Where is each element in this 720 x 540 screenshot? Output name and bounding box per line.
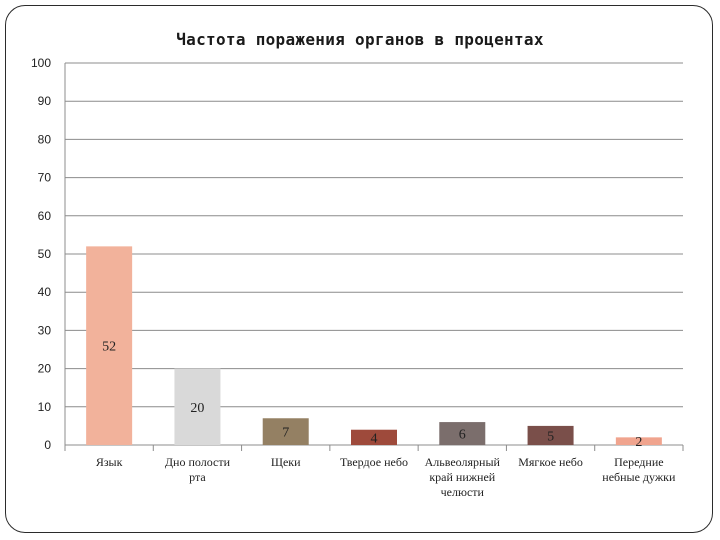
chart-title: Частота поражения органов в процентах [176, 30, 544, 49]
y-tick-label: 40 [38, 285, 52, 299]
bar [174, 368, 221, 445]
y-tick-label: 10 [38, 400, 52, 414]
y-tick-label: 90 [38, 94, 52, 108]
y-tick-label: 20 [38, 362, 52, 376]
y-tick-label: 30 [38, 323, 52, 337]
data-label: 7 [282, 426, 289, 441]
y-tick-label: 100 [31, 56, 51, 70]
category-label: Твердое небо [340, 455, 408, 469]
y-tick-label: 60 [38, 209, 52, 223]
data-label: 20 [190, 401, 204, 416]
data-label: 52 [102, 340, 116, 355]
bar [262, 418, 309, 445]
category-label: Мягкое небо [518, 455, 583, 469]
bar [527, 425, 574, 445]
category-label: Передние [614, 455, 663, 469]
bar [351, 429, 397, 445]
y-tick-label: 0 [44, 438, 51, 452]
bar [615, 437, 662, 445]
data-label: 2 [635, 435, 642, 450]
category-label: рта [189, 470, 206, 484]
category-label: Дно полости [165, 455, 231, 469]
data-label: 6 [459, 428, 466, 443]
y-tick-label: 50 [38, 247, 52, 261]
category-label: Щеки [271, 455, 301, 469]
y-tick-label: 80 [38, 132, 52, 146]
category-label: Альвеолярный [425, 455, 501, 469]
bar [439, 422, 486, 445]
bar [86, 246, 133, 445]
category-label: край нижней [429, 470, 495, 484]
data-label: 4 [371, 431, 378, 446]
data-label: 5 [547, 429, 554, 444]
y-tick-label: 70 [38, 171, 52, 185]
category-label: челюсти [441, 485, 485, 499]
category-label: Язык [96, 455, 123, 469]
category-label: небные дужки [602, 470, 676, 484]
